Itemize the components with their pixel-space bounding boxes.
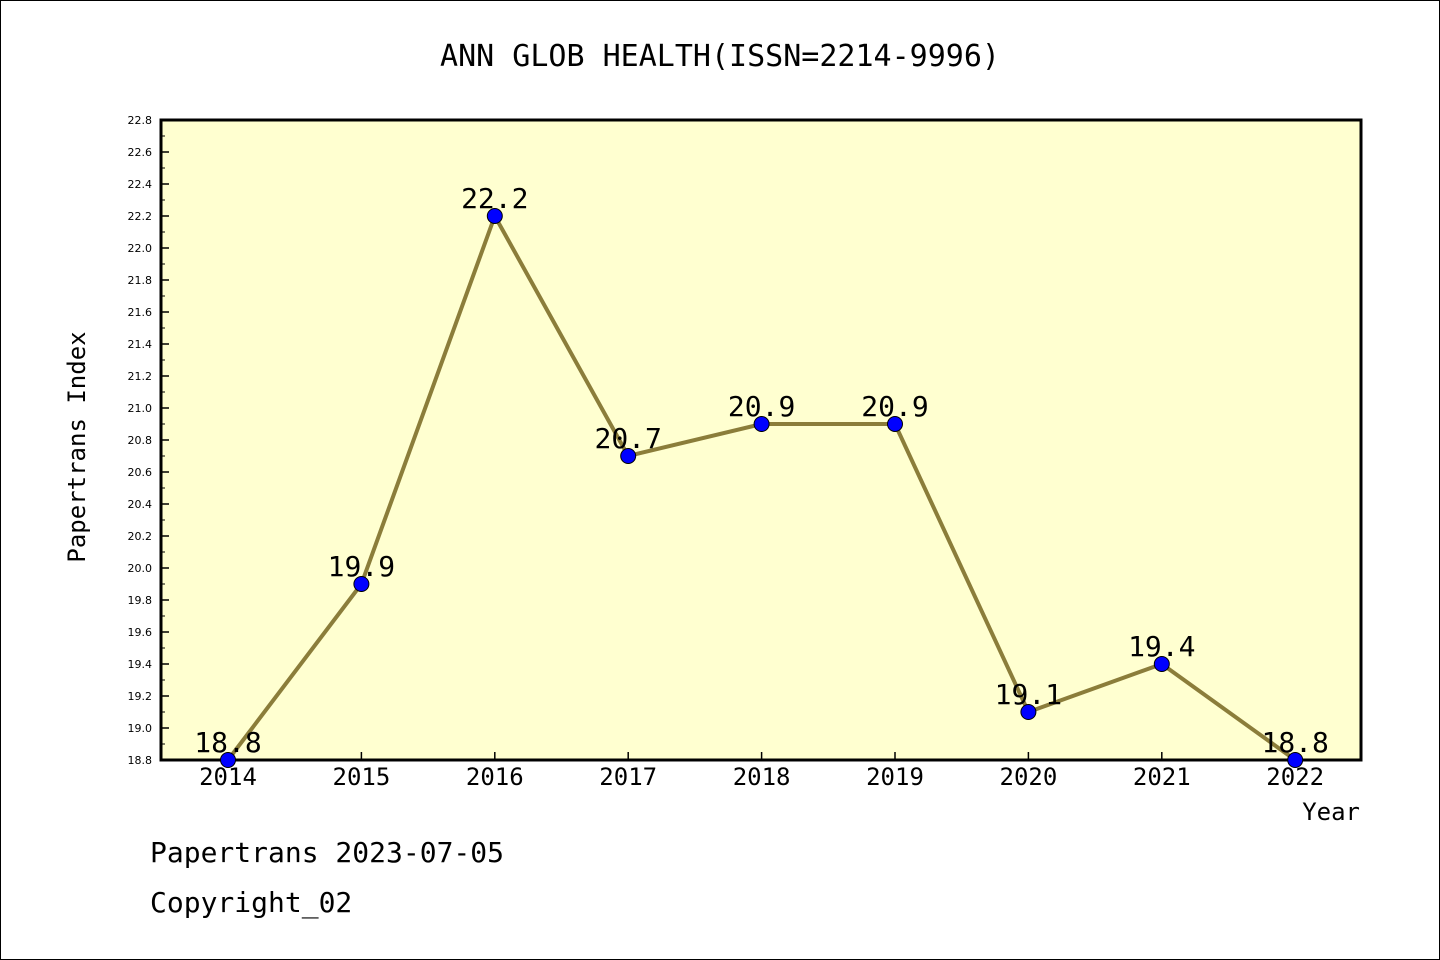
y-axis: 18.8 19.0 19.2 19.4 19.6 19.8 20.0 20.2 20.4 20.6… xyxy=(128,114,169,767)
y-tick-label: 21.6 xyxy=(128,306,153,319)
plot-area xyxy=(159,118,1363,762)
y-axis-label: Papertrans Index xyxy=(63,331,91,562)
y-tick-label: 21.2 xyxy=(128,370,153,383)
data-label: 18.8 xyxy=(1261,726,1328,759)
y-tick-label: 22.0 xyxy=(128,242,153,255)
y-tick-label: 21.4 xyxy=(128,338,153,351)
y-tick-label: 21.0 xyxy=(128,402,153,415)
data-point xyxy=(486,208,503,224)
data-label: 19.9 xyxy=(328,550,395,583)
data-point xyxy=(220,752,236,768)
data-point xyxy=(1020,704,1037,720)
y-tick-label: 22.2 xyxy=(128,210,153,223)
x-tick-label: 2015 xyxy=(333,763,391,791)
y-tick-label: 20.0 xyxy=(128,562,153,575)
footer-source: Papertrans 2023-07-05 xyxy=(150,836,505,869)
y-tick-label: 22.6 xyxy=(128,146,153,159)
y-tick-label: 22.4 xyxy=(128,178,153,191)
data-point xyxy=(1287,752,1304,768)
x-tick-label: 2016 xyxy=(466,763,524,791)
x-axis-label: Year xyxy=(1302,798,1360,826)
y-tick-label: 20.4 xyxy=(128,498,153,511)
x-tick-label: 2021 xyxy=(1133,763,1191,791)
data-point xyxy=(753,416,770,432)
y-tick-label: 19.4 xyxy=(128,658,153,671)
data-point xyxy=(353,576,370,592)
x-axis: 2014 2015 2016 2017 2018 2019 2020 2021 2022 xyxy=(199,752,1324,791)
x-tick-label: 2017 xyxy=(599,763,657,791)
y-tick-label: 21.8 xyxy=(128,274,153,287)
data-label: 20.9 xyxy=(728,390,795,423)
data-point xyxy=(887,416,903,432)
data-label: 19.4 xyxy=(1128,630,1195,663)
y-tick-label: 18.8 xyxy=(128,754,153,767)
data-markers xyxy=(220,208,1304,768)
y-tick-label: 20.2 xyxy=(128,530,153,543)
data-labels: 18.8 19.9 22.2 20.7 20.9 20.9 19.1 19.4 18.8 xyxy=(194,182,1329,759)
data-label: 22.2 xyxy=(461,182,528,215)
x-tick-label: 2019 xyxy=(866,763,924,791)
x-tick-label: 2020 xyxy=(1000,763,1058,791)
data-label: 18.8 xyxy=(194,726,261,759)
data-label: 20.7 xyxy=(594,422,661,455)
footer-copyright: Copyright_02 xyxy=(150,886,353,919)
x-tick-label: 2018 xyxy=(733,763,791,791)
y-tick-label: 19.8 xyxy=(128,594,153,607)
data-label: 19.1 xyxy=(995,678,1062,711)
chart-title: ANN GLOB HEALTH(ISSN=2214-9996) xyxy=(440,39,1000,74)
y-tick-label: 20.6 xyxy=(128,466,153,479)
data-label: 20.9 xyxy=(861,390,928,423)
data-point xyxy=(1153,656,1170,672)
y-tick-label: 19.0 xyxy=(128,722,153,735)
data-point xyxy=(620,448,637,464)
y-tick-label: 22.8 xyxy=(128,114,153,127)
y-tick-label: 20.8 xyxy=(128,434,153,447)
y-tick-label: 19.2 xyxy=(128,690,153,703)
y-tick-label: 19.6 xyxy=(128,626,153,639)
